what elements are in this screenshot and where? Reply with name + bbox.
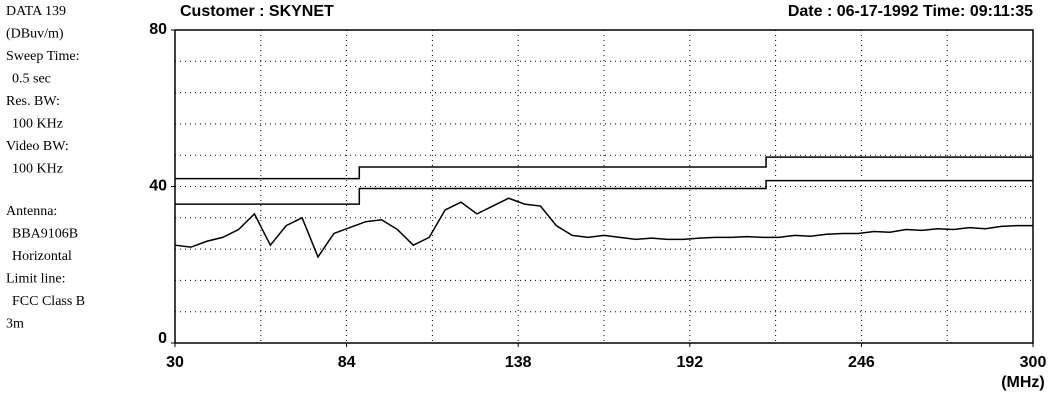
y-tick-label: 0: [158, 330, 167, 347]
side-note: Sweep Time:: [6, 49, 80, 64]
chart-subtitle: Date : 06-17-1992 Time: 09:11:35: [788, 3, 1033, 20]
plot-frame: [174, 29, 1034, 344]
x-tick-label: 246: [848, 354, 875, 371]
x-tick-label: 192: [676, 354, 703, 371]
y-tick-label: 40: [149, 178, 167, 195]
side-note: Video BW:: [6, 139, 69, 154]
side-note: Antenna:: [6, 204, 57, 219]
side-note: 0.5 sec: [12, 72, 51, 87]
side-note: Res. BW:: [6, 94, 60, 109]
x-tick-label: 30: [166, 354, 184, 371]
chart-title: Customer : SKYNET: [180, 3, 334, 20]
side-note: DATA 139: [6, 4, 66, 19]
series-line: [175, 156, 1033, 180]
side-note: Limit line:: [6, 272, 66, 287]
series-line: [175, 179, 1033, 205]
side-note: (DBuv/m): [6, 27, 64, 42]
side-note: Horizontal: [12, 249, 72, 264]
side-note: 3m: [6, 317, 24, 332]
x-tick-label: 300: [1020, 354, 1047, 371]
x-tick-label: 138: [505, 354, 532, 371]
y-tick-label: 80: [149, 21, 167, 38]
side-note: 100 KHz: [12, 162, 63, 177]
side-note: 100 KHz: [12, 117, 63, 132]
side-note: BBA9106B: [12, 227, 78, 242]
x-tick-label: 84: [338, 354, 356, 371]
side-note: FCC Class B: [12, 294, 85, 309]
x-axis-label: (MHz): [1001, 374, 1045, 391]
series-line: [174, 197, 1033, 259]
